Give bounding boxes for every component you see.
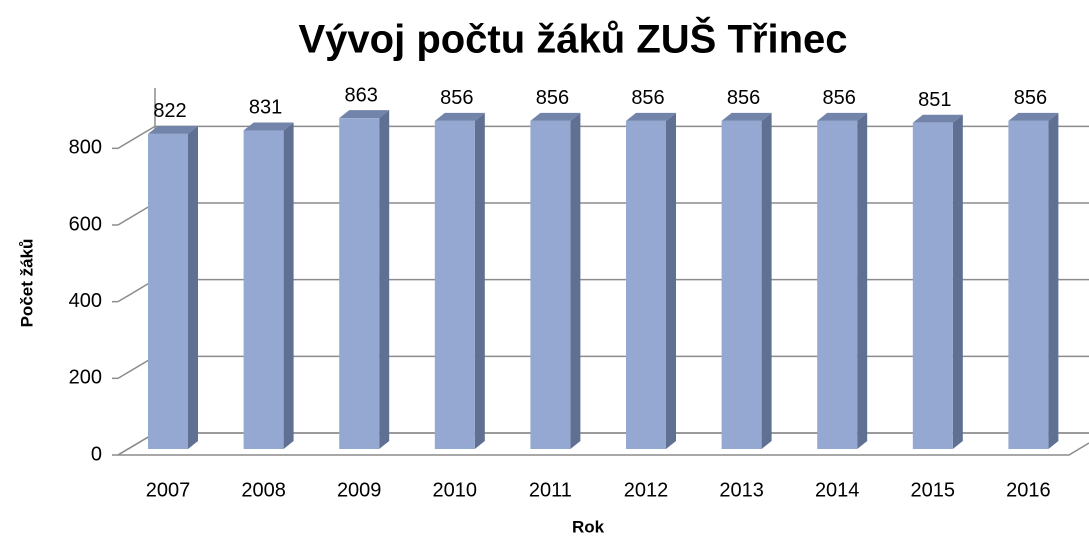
bar xyxy=(530,120,571,449)
x-tick-label: 2015 xyxy=(911,479,956,501)
bar-side xyxy=(666,112,676,449)
bar-side xyxy=(474,112,485,449)
x-tick-label: 2012 xyxy=(624,479,669,501)
bar-top xyxy=(817,112,868,121)
value-label: 863 xyxy=(345,84,378,106)
bar-side xyxy=(283,122,294,449)
bar-top xyxy=(243,122,294,131)
y-tick-label: 0 xyxy=(91,443,102,465)
bar-side xyxy=(952,114,963,450)
x-tick-label: 2009 xyxy=(337,479,382,501)
bar-side xyxy=(188,125,198,450)
bar xyxy=(817,120,858,449)
y-tick-label: 200 xyxy=(69,367,102,389)
bar xyxy=(626,120,666,449)
floor-front xyxy=(118,442,1089,456)
chart-title: Vývoj počtu žáků ZUŠ Třinec xyxy=(298,16,847,62)
x-tick-label: 2010 xyxy=(433,479,478,501)
bar xyxy=(148,133,188,449)
bar xyxy=(721,120,762,449)
x-tick-label: 2008 xyxy=(241,479,286,501)
bar-top xyxy=(148,125,198,134)
bar-top xyxy=(721,112,772,121)
x-tick-label: 2011 xyxy=(529,479,572,501)
value-label: 856 xyxy=(536,87,569,109)
value-label: 822 xyxy=(153,100,186,122)
bar-side xyxy=(857,112,868,449)
x-tick-label: 2014 xyxy=(815,479,860,501)
bar-side xyxy=(1048,112,1059,449)
value-label: 851 xyxy=(918,89,951,111)
y-tick-label: 800 xyxy=(69,137,102,159)
value-label: 831 xyxy=(249,97,282,119)
x-tick-label: 2013 xyxy=(719,479,764,501)
y-axis-label: Počet žáků xyxy=(17,239,36,328)
value-label: 856 xyxy=(823,87,856,109)
value-label: 856 xyxy=(727,87,760,109)
y-tick-label: 600 xyxy=(69,213,102,235)
x-axis-label: Rok xyxy=(572,517,605,536)
value-label: 856 xyxy=(631,87,664,109)
bar-top xyxy=(339,110,390,119)
value-label: 856 xyxy=(440,87,473,109)
bar-top xyxy=(626,112,676,121)
bar-side xyxy=(379,110,390,449)
grid-line xyxy=(117,125,1089,149)
x-tick-label: 2016 xyxy=(1006,479,1051,501)
bar-top xyxy=(912,114,963,123)
bar xyxy=(434,120,475,449)
y-tick-label: 400 xyxy=(69,290,102,312)
bar xyxy=(339,118,380,449)
bar xyxy=(912,122,953,450)
bar-side xyxy=(570,112,581,449)
value-label: 856 xyxy=(1014,87,1047,109)
x-tick-label: 2007 xyxy=(146,479,191,501)
bar-top xyxy=(1008,112,1059,121)
bar xyxy=(243,130,284,449)
bar xyxy=(1008,120,1049,449)
bar-side xyxy=(761,112,772,449)
bar-top xyxy=(530,112,581,121)
bar-top xyxy=(434,112,485,121)
